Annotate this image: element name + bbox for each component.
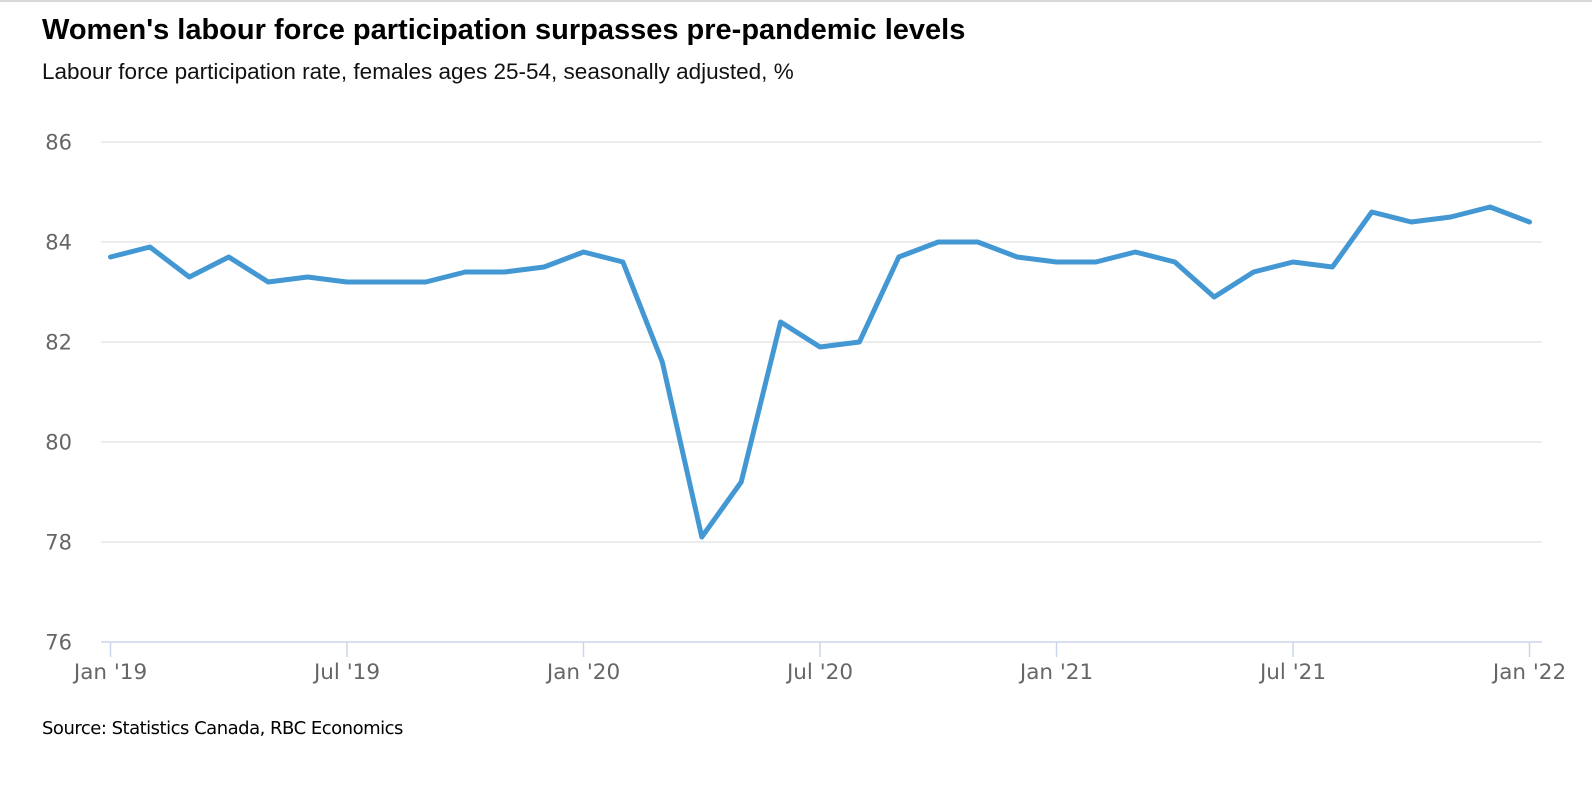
x-axis [101,641,1542,657]
series-group [108,204,1532,540]
y-tick-label: 76 [45,631,72,655]
x-tick-label: Jul '21 [1258,660,1326,685]
y-tick-label: 78 [45,531,72,555]
y-tick-label: 84 [45,231,72,255]
y-tick-label: 82 [45,331,72,355]
chart-svg: 76 78 80 82 84 86 Jan '19 Jul '19 Jan '20 Jul '2… [45,131,1566,686]
x-tick-label: Jan '20 [545,660,620,685]
x-tick-label: Jul '20 [785,660,853,685]
chart-title: Women's labour force participation surpa… [42,14,966,46]
x-tick-label: Jan '21 [1018,660,1093,685]
x-tick-label: Jul '19 [312,660,380,685]
x-axis-labels: Jan '19 Jul '19 Jan '20 Jul '20 Jan '21 Jul '… [72,660,1566,685]
gridlines [101,141,1542,543]
y-axis-labels: 76 78 80 82 84 86 [45,131,72,655]
y-tick-label: 86 [45,131,72,155]
source-note: Source: Statistics Canada, RBC Economics [42,718,403,739]
y-tick-label: 80 [45,431,72,455]
series-line [108,204,1532,540]
chart-subtitle: Labour force participation rate, females… [42,59,794,84]
x-tick-label: Jan '22 [1491,660,1566,685]
x-tick-label: Jan '19 [72,660,147,685]
